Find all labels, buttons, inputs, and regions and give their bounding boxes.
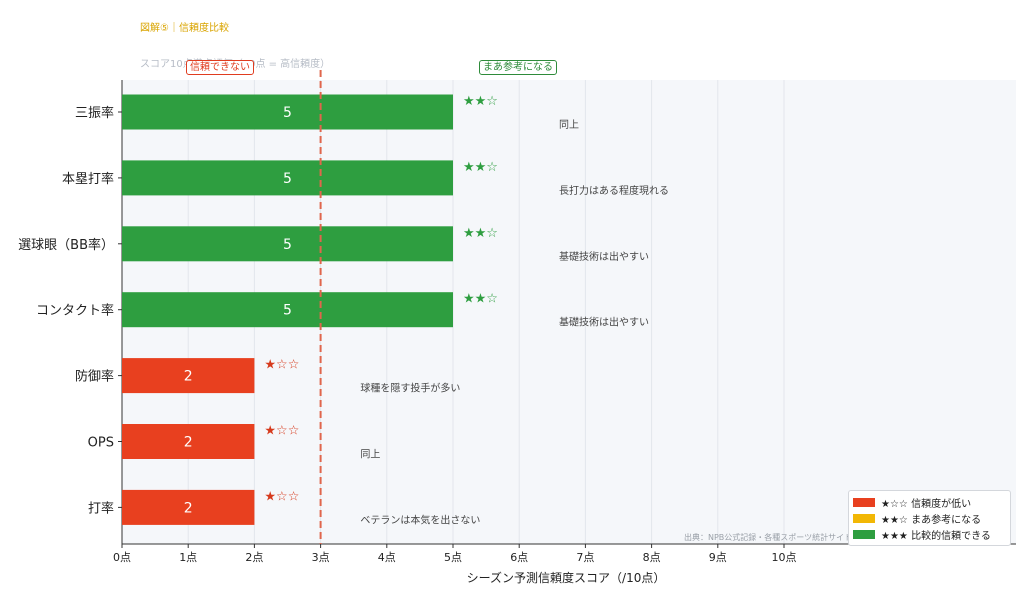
x-tick-label-7: 7点	[576, 551, 594, 564]
rating-stars-2: ★★☆	[463, 226, 498, 241]
x-tick-label-1: 1点	[179, 551, 197, 564]
bar-value-label-4: 2	[184, 369, 193, 385]
bar-0	[122, 94, 453, 130]
rating-stars-4: ★☆☆	[264, 358, 299, 373]
x-axis-title: シーズン予測信頼度スコア（/10点）	[467, 570, 666, 585]
y-tick-label-3: コンタクト率	[36, 303, 114, 319]
rating-stars-3: ★★☆	[463, 292, 498, 307]
y-tick-label-1: 本塁打率	[62, 171, 114, 187]
y-tick-label-2: 選球眼（BB率）	[18, 237, 114, 253]
bar-1	[122, 160, 453, 196]
legend-item-mid: ★★☆ まあ参考になる	[853, 510, 1006, 526]
bar-2	[122, 226, 453, 262]
bar-note-5: 同上	[360, 449, 380, 461]
x-tick-label-2: 2点	[245, 551, 263, 564]
y-tick-label-6: 打率	[88, 500, 114, 516]
legend: ★☆☆ 信頼度が低い ★★☆ まあ参考になる ★★★ 比較的信頼できる	[848, 490, 1011, 546]
callout-unreliable: 信頼できない	[186, 60, 254, 75]
x-tick-label-5: 5点	[444, 551, 462, 564]
bar-value-label-3: 5	[283, 303, 292, 319]
x-tick-label-6: 6点	[510, 551, 528, 564]
bar-note-6: ベテランは本気を出さない	[360, 513, 480, 526]
x-tick-label-0: 0点	[113, 551, 131, 564]
bar-value-label-1: 5	[283, 171, 292, 187]
rating-stars-0: ★★☆	[463, 94, 498, 109]
x-tick-label-8: 8点	[643, 551, 661, 564]
bar-note-1: 長打力はある程度現れる	[559, 184, 669, 197]
x-tick-label-9: 9点	[709, 551, 727, 564]
y-tick-label-4: 防御率	[75, 369, 114, 385]
bar-5	[122, 424, 255, 459]
chart-kicker: 図解⑤｜信頼度比較	[140, 23, 229, 34]
bar-value-label-2: 5	[283, 237, 292, 253]
legend-item-high: ★★★ 比較的信頼できる	[853, 526, 1006, 542]
legend-label-low: ★☆☆ 信頼度が低い	[881, 498, 972, 510]
rating-stars-5: ★☆☆	[264, 424, 299, 439]
legend-label-mid: ★★☆ まあ参考になる	[881, 514, 982, 526]
source-note: 出典：NPB公式記録・各種スポーツ統計サイト	[684, 533, 853, 542]
rating-stars-6: ★☆☆	[264, 489, 299, 504]
y-tick-label-0: 三振率	[75, 105, 114, 121]
bar-note-0: 同上	[559, 119, 579, 131]
x-tick-label-4: 4点	[378, 551, 396, 564]
legend-swatch-high	[853, 529, 875, 539]
callout-somewhat-useful: まあ参考になる	[479, 60, 557, 75]
bar-note-2: 基礎技術は出やすい	[559, 250, 649, 263]
bar-6	[122, 489, 255, 525]
bar-4	[122, 358, 255, 394]
legend-swatch-mid	[853, 513, 875, 523]
legend-label-high: ★★★ 比較的信頼できる	[881, 530, 991, 542]
bar-note-4: 球種を隠す投手が多い	[360, 382, 460, 395]
bar-value-label-6: 2	[184, 500, 193, 516]
legend-swatch-low	[853, 497, 875, 507]
legend-item-low: ★☆☆ 信頼度が低い	[853, 494, 1006, 510]
x-tick-label-10: 10点	[772, 551, 797, 564]
x-tick-label-3: 3点	[312, 551, 330, 564]
bar-value-label-5: 2	[184, 435, 193, 451]
bar-note-3: 基礎技術は出やすい	[559, 316, 649, 329]
rating-stars-1: ★★☆	[463, 160, 498, 175]
bar-value-label-0: 5	[283, 105, 292, 121]
bar-3	[122, 292, 453, 328]
y-tick-label-5: OPS	[88, 436, 114, 451]
